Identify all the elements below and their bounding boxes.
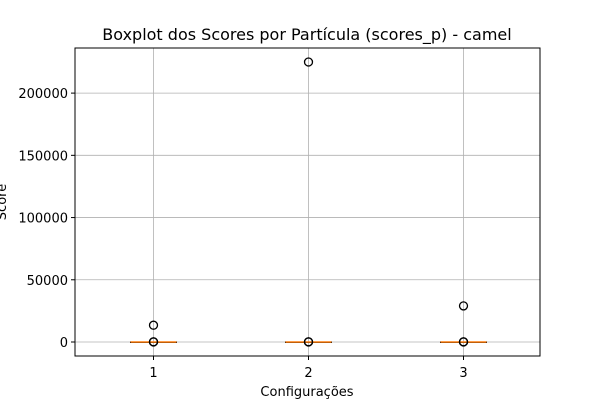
chart-title: Boxplot dos Scores por Partícula (scores… xyxy=(102,25,511,45)
y-tick-label: 0 xyxy=(60,336,68,351)
outlier-point xyxy=(458,301,469,311)
plot-frame xyxy=(74,47,541,357)
box-group-2 xyxy=(285,57,332,347)
y-tick-label: 150000 xyxy=(18,149,68,164)
box-group-1 xyxy=(130,320,177,347)
y-axis-ticks: 0 50000 100000 150000 200000 xyxy=(18,87,75,351)
y-tick-label: 100000 xyxy=(18,212,68,227)
outlier-point xyxy=(148,320,159,330)
y-tick-label: 50000 xyxy=(27,274,68,289)
box-group-3 xyxy=(440,301,487,347)
outlier-point xyxy=(303,337,314,347)
x-tick-label: 2 xyxy=(304,366,312,381)
boxes-layer xyxy=(130,57,487,347)
x-tick-label: 1 xyxy=(149,366,157,381)
outlier-point xyxy=(458,337,469,347)
y-axis-label: Score xyxy=(0,184,10,220)
outlier-point xyxy=(148,337,159,347)
x-axis-ticks: 1 2 3 xyxy=(149,356,468,381)
grid-lines xyxy=(75,48,540,356)
x-axis-label: Configurações xyxy=(260,385,353,400)
y-tick-label: 200000 xyxy=(18,87,68,102)
x-tick-label: 3 xyxy=(459,366,467,381)
outlier-point xyxy=(303,57,314,67)
